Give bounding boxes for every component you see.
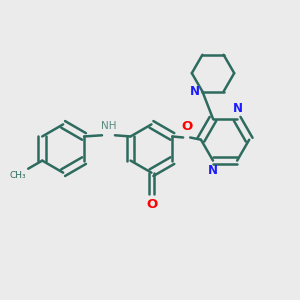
Text: N: N [233,102,243,115]
Text: O: O [147,198,158,211]
Text: N: N [190,85,200,98]
Text: NH: NH [101,121,116,131]
Text: N: N [207,164,218,177]
Text: O: O [181,120,192,133]
Text: CH₃: CH₃ [10,171,26,180]
